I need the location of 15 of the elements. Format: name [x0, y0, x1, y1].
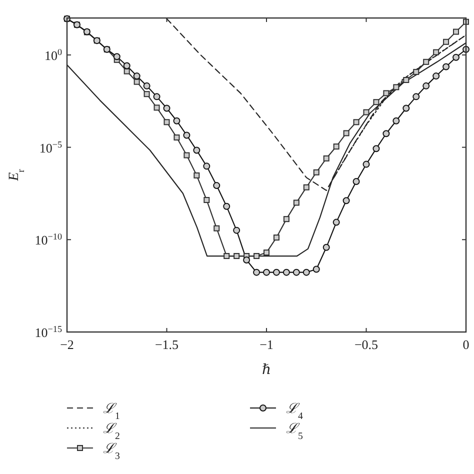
x-tick-label: −2	[60, 337, 74, 352]
y-tick-label: 10$^{−5}$	[39, 139, 62, 156]
legend-label: ℒ$_{4}$	[286, 402, 303, 422]
legend-label: ℒ$_{2}$	[103, 422, 120, 442]
y-tick-label: 10$^{0}$	[44, 46, 62, 63]
x-axis-title: ℏ	[262, 363, 272, 378]
x-tick-label: −1	[260, 337, 274, 352]
x-tick-label: −0.5	[354, 337, 378, 352]
legend-label: ℒ$_{1}$	[103, 402, 120, 422]
legend-label: ℒ$_{5}$	[286, 422, 303, 442]
y-tick-label: 10$^{−10}$	[34, 232, 62, 248]
legend-label: ℒ$_{3}$	[103, 442, 120, 462]
x-tick-label: 0	[462, 337, 470, 352]
y-tick-label: 10$^{−15}$	[34, 324, 62, 340]
x-tick-label: −1.5	[154, 337, 179, 352]
